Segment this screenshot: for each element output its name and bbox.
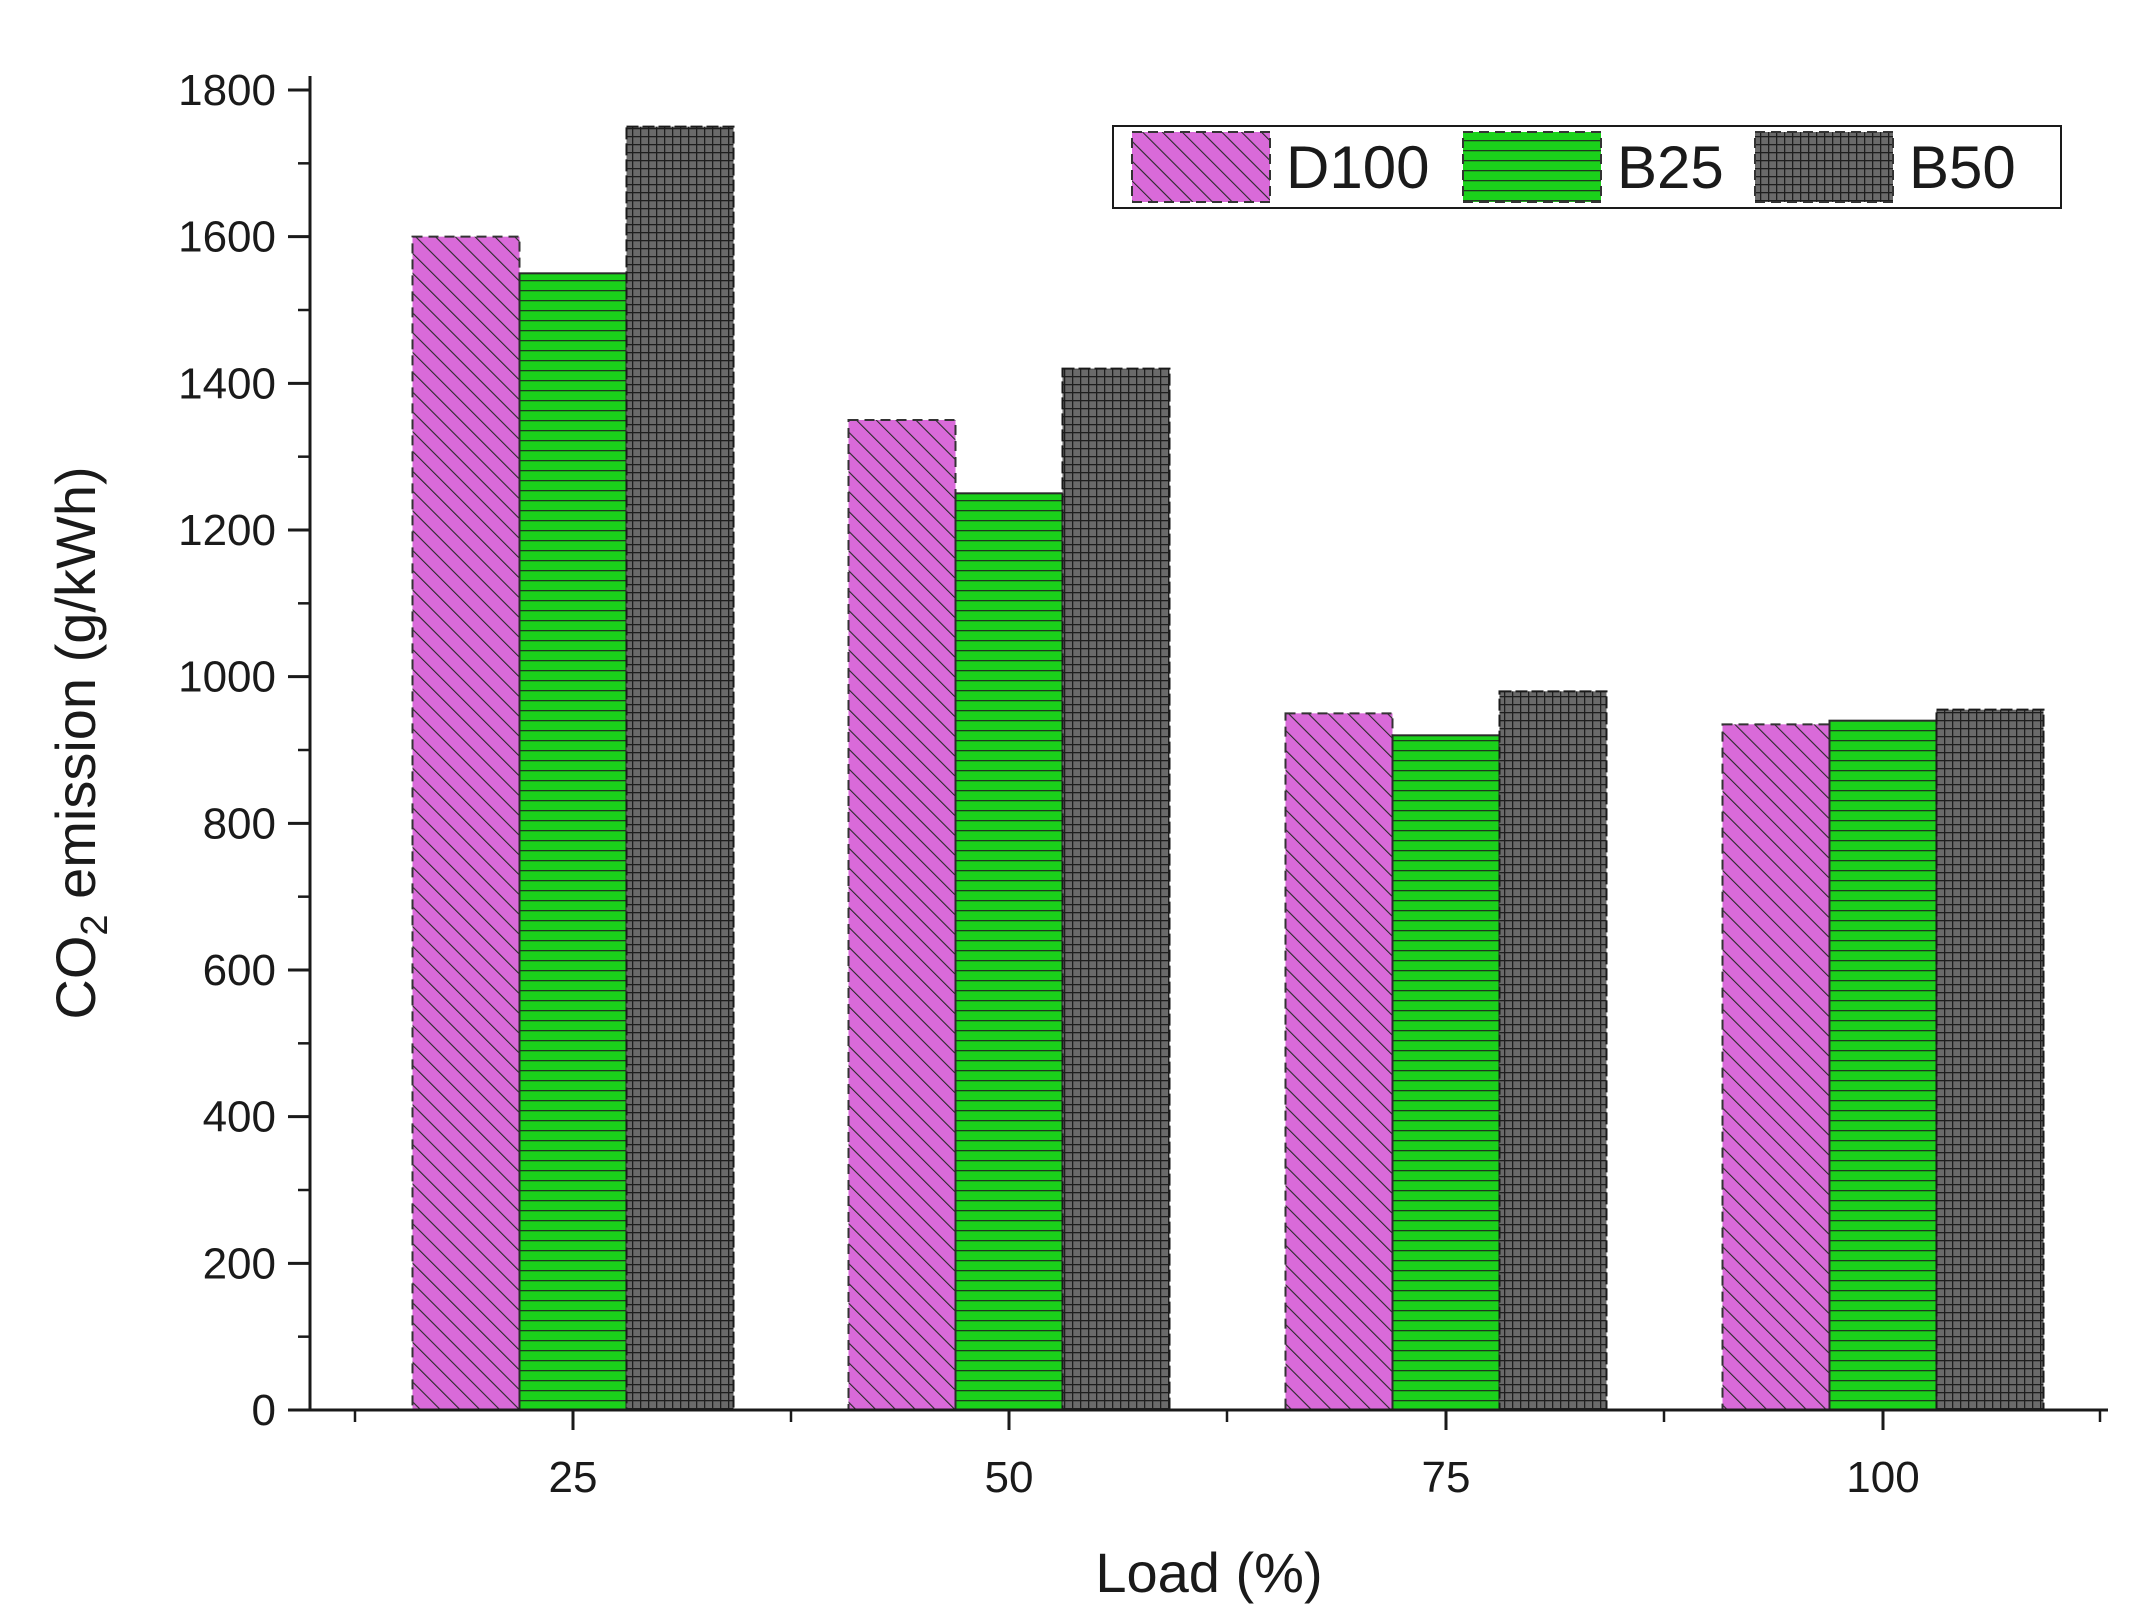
bar-d100-100 bbox=[1721, 723, 1831, 1411]
bar-b25-50 bbox=[954, 492, 1064, 1412]
y-axis-title-suffix: emission (g/kWh) bbox=[44, 466, 107, 914]
legend-swatch-b25 bbox=[1462, 131, 1602, 203]
bars-layer bbox=[411, 125, 2045, 1412]
bar-d100-50 bbox=[847, 419, 957, 1411]
x-tick-label: 50 bbox=[985, 1453, 1034, 1502]
y-ticks: 0 200 400 600 800 1000 1200 1400 1600 1800 bbox=[178, 66, 310, 1435]
bar-b50-25 bbox=[625, 125, 735, 1412]
axes bbox=[308, 76, 2108, 1412]
y-tick-label: 1400 bbox=[178, 359, 276, 408]
x-tick-label: 75 bbox=[1422, 1453, 1471, 1502]
bar-b25-25 bbox=[518, 272, 628, 1411]
bar-b25-75 bbox=[1391, 734, 1501, 1411]
x-axis-title: Load (%) bbox=[1095, 1541, 1322, 1604]
y-tick-label: 1200 bbox=[178, 506, 276, 555]
bar-b50-50 bbox=[1061, 367, 1171, 1412]
bar-d100-75 bbox=[1284, 712, 1394, 1411]
y-axis-title-subscript: 2 bbox=[74, 914, 116, 935]
legend-swatch-b50 bbox=[1754, 131, 1894, 203]
legend-label-b50: B50 bbox=[1909, 134, 2016, 201]
bar-b50-100 bbox=[1935, 708, 2045, 1411]
legend-swatch-d100 bbox=[1131, 131, 1271, 203]
bar-d100-25 bbox=[411, 235, 521, 1412]
y-tick-label: 1000 bbox=[178, 653, 276, 702]
y-tick-label: 1800 bbox=[178, 66, 276, 115]
legend: D100 B25 B50 bbox=[1112, 125, 2062, 209]
y-tick-label: 800 bbox=[203, 799, 276, 848]
y-axis-title: CO2 emission (g/kWh) bbox=[44, 466, 116, 1019]
x-tick-label: 25 bbox=[549, 1453, 598, 1502]
y-tick-label: 200 bbox=[203, 1239, 276, 1288]
y-tick-label: 600 bbox=[203, 946, 276, 995]
legend-label-b25: B25 bbox=[1617, 134, 1724, 201]
bar-b25-100 bbox=[1828, 719, 1938, 1411]
x-tick-label: 100 bbox=[1846, 1453, 1919, 1502]
y-axis-title-prefix: CO bbox=[44, 936, 107, 1020]
y-tick-label: 0 bbox=[252, 1386, 276, 1435]
legend-label-d100: D100 bbox=[1286, 134, 1429, 201]
x-ticks: 25 50 75 100 bbox=[353, 1410, 2102, 1502]
y-tick-label: 400 bbox=[203, 1093, 276, 1142]
y-tick-label: 1600 bbox=[178, 213, 276, 262]
bar-b50-75 bbox=[1498, 690, 1608, 1411]
